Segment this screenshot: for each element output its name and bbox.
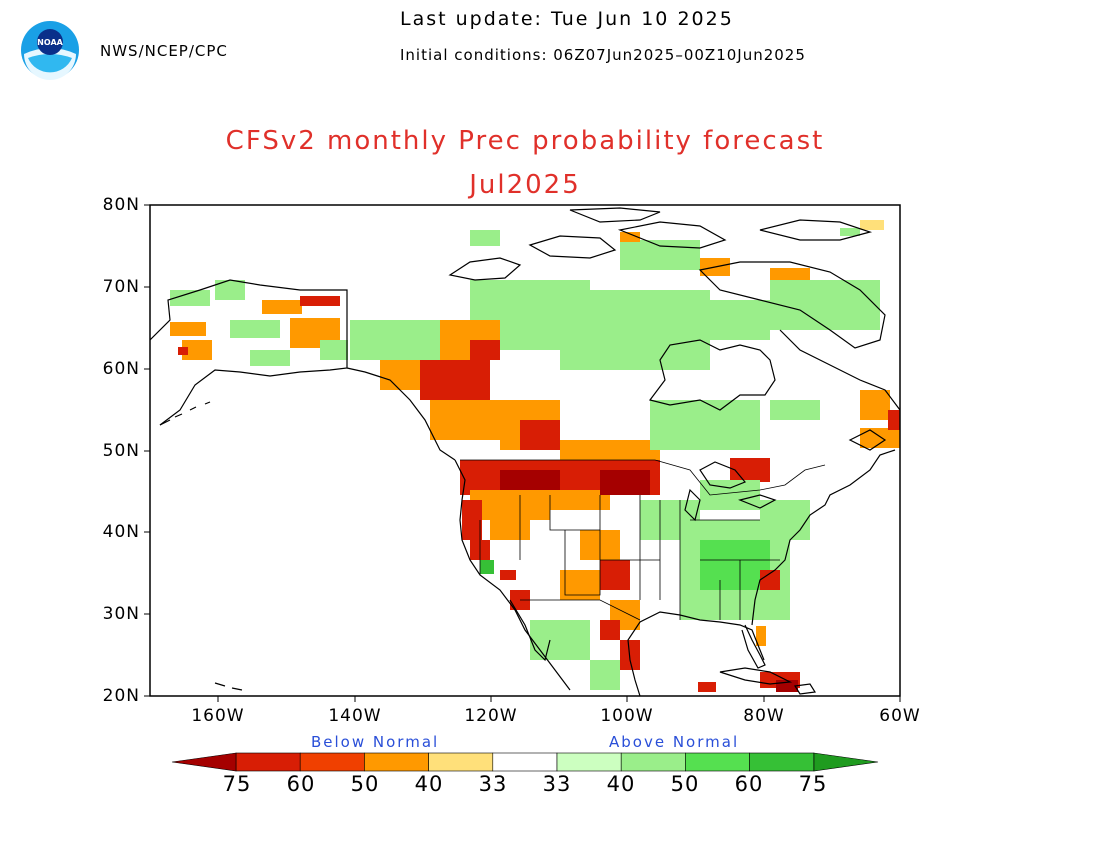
lon-label-100w: 100W (600, 706, 654, 726)
colorbar-arrow-left (171, 752, 237, 772)
org-label: NWS/NCEP/CPC (100, 42, 228, 60)
lat-label-40n: 40N (102, 522, 140, 542)
colorbar-label: 75 (222, 772, 252, 796)
lon-label-60w: 60W (879, 706, 921, 726)
colorbar-cell (299, 752, 365, 772)
colorbar-label: 60 (734, 772, 764, 796)
map-title: CFSv2 monthly Prec probability forecast (225, 126, 825, 156)
lat-label-60n: 60N (102, 359, 140, 379)
lat-label-20n: 20N (102, 686, 140, 706)
legend-below-normal: Below Normal (311, 733, 440, 751)
political-borders (346, 290, 826, 621)
initial-conditions: Initial conditions: 06Z07Jun2025–00Z10Ju… (400, 46, 806, 64)
lon-label-80w: 80W (743, 706, 785, 726)
lat-label-30n: 30N (102, 604, 140, 624)
colorbar-label: 60 (286, 772, 316, 796)
colorbar-cell (492, 752, 558, 772)
lat-label-70n: 70N (102, 277, 140, 297)
coastlines (150, 207, 900, 696)
colorbar-cell (235, 752, 301, 772)
last-update: Last update: Tue Jun 10 2025 (400, 8, 734, 30)
noaa-logo-icon: NOAA (21, 21, 79, 80)
colorbar-label: 33 (542, 772, 572, 796)
legend-above-normal: Above Normal (609, 733, 740, 751)
lat-label-80n: 80N (102, 195, 140, 215)
colorbar-cell (428, 752, 494, 772)
colorbar-cell (556, 752, 622, 772)
colorbar-cell (749, 752, 815, 772)
lon-label-160w: 160W (191, 706, 245, 726)
lon-label-120w: 120W (464, 706, 518, 726)
map-subtitle: Jul2025 (469, 170, 581, 200)
colorbar-label: 50 (350, 772, 380, 796)
lat-label-50n: 50N (102, 441, 140, 461)
colorbar-arrow-right (813, 752, 879, 772)
lon-label-140w: 140W (328, 706, 382, 726)
colorbar-label: 50 (670, 772, 700, 796)
colorbar-label: 40 (414, 772, 444, 796)
probability-field (170, 220, 900, 692)
colorbar-cell (620, 752, 686, 772)
colorbar-cells (235, 752, 815, 772)
colorbar-label: 75 (798, 772, 828, 796)
colorbar-cell (364, 752, 429, 772)
colorbar-cell (685, 752, 750, 772)
logo-text: NOAA (37, 38, 63, 47)
colorbar-label: 33 (478, 772, 508, 796)
colorbar-label: 40 (606, 772, 636, 796)
axis-ticks (144, 204, 901, 702)
